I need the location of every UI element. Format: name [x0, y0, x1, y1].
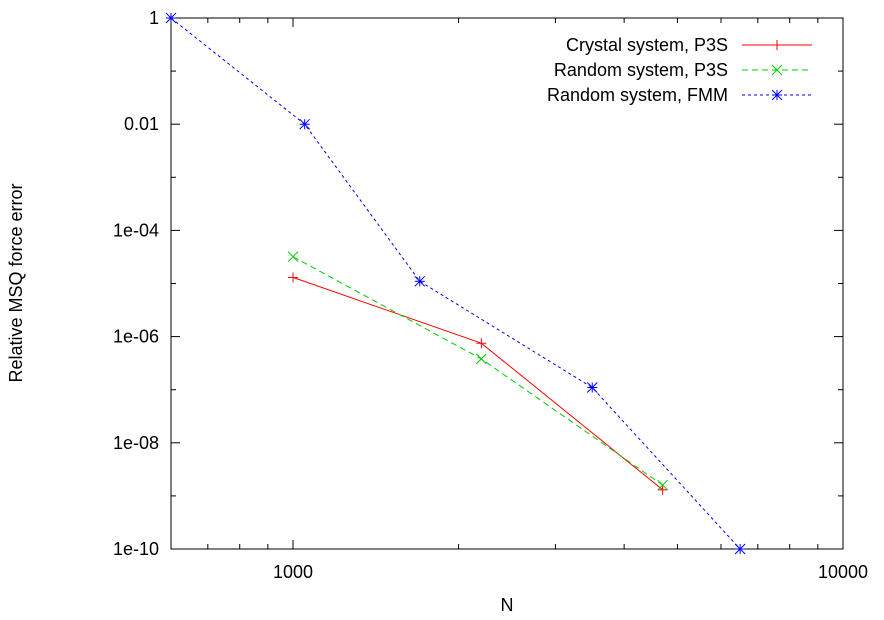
x-axis-label: N: [501, 595, 514, 615]
marker-stroke: [771, 89, 783, 101]
data-point: [586, 382, 598, 393]
y-tick-label: 1: [149, 8, 159, 28]
marker-stroke: [165, 12, 177, 24]
data-point: [476, 338, 487, 349]
marker-stroke: [299, 118, 311, 130]
legend: Crystal system, P3S Random system, P3S Ran…: [547, 35, 812, 105]
y-axis-label: Relative MSQ force error: [6, 183, 26, 382]
legend-marker: [772, 40, 782, 50]
legend-label: Random system, FMM: [547, 85, 728, 105]
y-tick-label: 1e-06: [113, 327, 159, 347]
y-tick-label: 1e-04: [113, 220, 159, 240]
legend-label: Crystal system, P3S: [566, 35, 728, 55]
marker-stroke: [657, 479, 669, 491]
data-point: [475, 353, 487, 365]
x-tick-label: 10000: [818, 562, 868, 582]
marker-stroke: [734, 543, 746, 555]
marker-stroke: [287, 251, 299, 263]
legend-marker: [771, 89, 783, 101]
data-point: [657, 479, 669, 491]
y-tick-label: 0.01: [124, 114, 159, 134]
data-point: [414, 275, 426, 287]
series-3: [165, 12, 746, 555]
series-1: [288, 272, 668, 495]
y-tick-label: 1e-08: [113, 433, 159, 453]
marker-stroke: [586, 382, 598, 393]
data-point: [657, 484, 668, 495]
data-point: [299, 118, 311, 130]
data-point: [165, 12, 177, 24]
marker-stroke: [475, 353, 487, 365]
marker-stroke: [771, 64, 783, 76]
marker-stroke: [414, 275, 426, 287]
series-line: [292, 256, 663, 486]
data-point: [287, 251, 299, 263]
data-point: [734, 543, 746, 555]
y-tick-label: 1e-10: [113, 539, 159, 559]
axis-ticks: 1 0.01 1e-04 1e-06 1e-08 1e-10 1000 10000: [113, 8, 868, 582]
legend-marker: [771, 64, 783, 76]
series-line: [292, 276, 664, 491]
data-point: [288, 272, 299, 283]
legend-label: Random system, P3S: [554, 60, 728, 80]
series-layer: [165, 12, 746, 555]
x-tick-label: 1000: [273, 562, 313, 582]
series-2: [287, 251, 669, 491]
